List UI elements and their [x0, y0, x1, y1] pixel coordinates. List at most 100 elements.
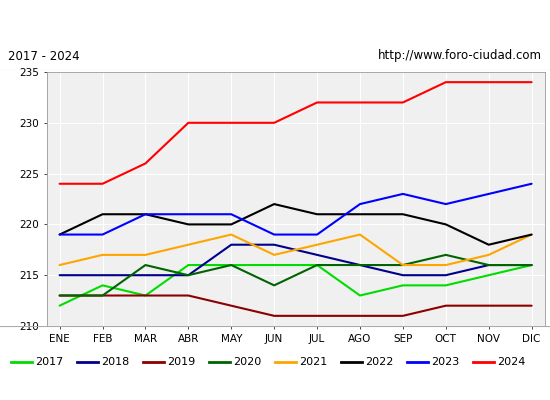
2020 [443, 252, 449, 257]
2024 [185, 120, 191, 125]
2024 [357, 100, 364, 105]
2018 [486, 263, 492, 268]
2017 [142, 293, 148, 298]
2019 [56, 293, 63, 298]
2019 [314, 314, 321, 318]
2021 [314, 242, 321, 247]
Line: 2019: 2019 [59, 296, 532, 316]
Text: 2021: 2021 [299, 356, 327, 366]
2022 [142, 212, 148, 217]
2022 [185, 222, 191, 227]
2023 [400, 192, 406, 196]
2022 [56, 232, 63, 237]
2020 [314, 263, 321, 268]
2019 [185, 293, 191, 298]
2019 [271, 314, 277, 318]
Line: 2022: 2022 [59, 204, 532, 245]
2020 [56, 293, 63, 298]
2017 [271, 263, 277, 268]
2024 [443, 80, 449, 84]
2018 [228, 242, 234, 247]
2024 [400, 100, 406, 105]
2022 [529, 232, 535, 237]
2017 [56, 303, 63, 308]
Text: 2020: 2020 [233, 356, 261, 366]
Text: 2019: 2019 [167, 356, 195, 366]
2020 [529, 263, 535, 268]
2019 [357, 314, 364, 318]
2020 [185, 273, 191, 278]
2021 [357, 232, 364, 237]
2023 [185, 212, 191, 217]
2021 [486, 252, 492, 257]
Line: 2023: 2023 [59, 184, 532, 234]
Line: 2024: 2024 [59, 82, 532, 184]
2020 [142, 263, 148, 268]
2018 [529, 263, 535, 268]
2018 [314, 252, 321, 257]
2023 [443, 202, 449, 206]
2020 [357, 263, 364, 268]
2019 [529, 303, 535, 308]
2018 [56, 273, 63, 278]
2020 [99, 293, 106, 298]
2017 [185, 263, 191, 268]
2017 [314, 263, 321, 268]
2021 [529, 232, 535, 237]
2017 [443, 283, 449, 288]
2020 [271, 283, 277, 288]
2017 [228, 263, 234, 268]
2017 [486, 273, 492, 278]
Text: 2018: 2018 [101, 356, 129, 366]
2018 [443, 273, 449, 278]
2022 [400, 212, 406, 217]
2019 [486, 303, 492, 308]
2022 [443, 222, 449, 227]
2022 [99, 212, 106, 217]
2019 [142, 293, 148, 298]
Line: 2020: 2020 [59, 255, 532, 296]
2021 [443, 263, 449, 268]
2017 [99, 283, 106, 288]
2024 [142, 161, 148, 166]
2024 [486, 80, 492, 84]
Line: 2018: 2018 [59, 245, 532, 275]
Line: 2017: 2017 [59, 265, 532, 306]
2021 [142, 252, 148, 257]
2022 [271, 202, 277, 206]
2023 [142, 212, 148, 217]
2018 [271, 242, 277, 247]
2023 [357, 202, 364, 206]
2018 [400, 273, 406, 278]
2021 [185, 242, 191, 247]
2023 [56, 232, 63, 237]
2020 [486, 263, 492, 268]
2018 [142, 273, 148, 278]
2020 [228, 263, 234, 268]
2024 [314, 100, 321, 105]
2018 [185, 273, 191, 278]
2023 [99, 232, 106, 237]
2024 [99, 181, 106, 186]
Text: 2017: 2017 [35, 356, 63, 366]
2023 [228, 212, 234, 217]
2018 [357, 263, 364, 268]
2017 [529, 263, 535, 268]
2020 [400, 263, 406, 268]
2021 [56, 263, 63, 268]
Text: 2024: 2024 [497, 356, 525, 366]
2021 [228, 232, 234, 237]
2022 [314, 212, 321, 217]
2024 [56, 181, 63, 186]
Line: 2021: 2021 [59, 234, 532, 265]
2019 [228, 303, 234, 308]
2023 [314, 232, 321, 237]
2018 [99, 273, 106, 278]
2023 [486, 192, 492, 196]
2021 [271, 252, 277, 257]
2024 [271, 120, 277, 125]
Text: 2017 - 2024: 2017 - 2024 [8, 50, 80, 62]
2024 [228, 120, 234, 125]
2023 [271, 232, 277, 237]
Text: http://www.foro-ciudad.com: http://www.foro-ciudad.com [378, 50, 542, 62]
